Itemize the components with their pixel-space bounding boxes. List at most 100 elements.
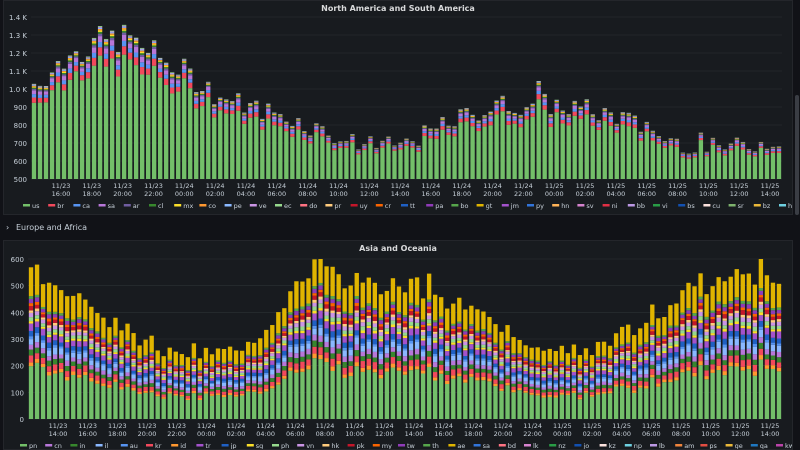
legend-item[interactable]: lk — [524, 442, 539, 449]
legend-item[interactable]: hk — [322, 442, 340, 449]
bar-segment — [167, 373, 172, 377]
x-tick-date: 11/25 — [761, 182, 780, 190]
legend-item[interactable]: pk — [347, 442, 365, 449]
legend-item[interactable]: sa — [98, 202, 115, 210]
legend-item[interactable]: tr — [196, 442, 211, 449]
bar-segment — [481, 365, 486, 369]
page-scrollbar[interactable] — [794, 0, 800, 450]
legend-item[interactable]: my — [372, 442, 392, 449]
legend-item[interactable]: sr — [728, 202, 744, 210]
legend-item[interactable]: cn — [45, 442, 62, 449]
legend-item[interactable]: lb — [650, 442, 665, 449]
bar-segment — [505, 354, 510, 357]
bar-segment — [312, 346, 317, 354]
legend-item[interactable]: co — [199, 202, 216, 210]
legend-item[interactable]: mx — [174, 202, 194, 210]
legend-item[interactable]: il — [95, 442, 109, 449]
bar-segment — [77, 374, 82, 378]
bar-segment — [173, 395, 178, 419]
panel-title-americas[interactable]: North America and South America — [321, 4, 475, 13]
legend-item[interactable]: nz — [549, 442, 566, 449]
legend-item[interactable]: kw — [776, 442, 792, 449]
legend-item[interactable]: qa — [750, 442, 768, 449]
legend-item[interactable]: np — [624, 442, 642, 449]
legend-item[interactable]: in — [70, 442, 85, 449]
legend-item[interactable]: th — [423, 442, 439, 449]
bar-segment — [344, 144, 349, 146]
legend-item[interactable]: cl — [149, 202, 164, 210]
legend-item[interactable]: uy — [350, 202, 368, 210]
legend-item[interactable]: sg — [246, 442, 264, 449]
legend-item[interactable]: ph — [272, 442, 289, 449]
legend-item[interactable]: jo — [574, 442, 589, 449]
bar-segment — [31, 85, 37, 87]
legend-item[interactable]: pa — [426, 202, 443, 210]
bar-segment — [565, 382, 571, 384]
bar-segment — [390, 310, 396, 315]
bar-segment — [499, 359, 504, 362]
legend-item[interactable]: hn — [552, 202, 569, 210]
legend-item[interactable]: ar — [123, 202, 140, 210]
legend-item[interactable]: bo — [451, 202, 469, 210]
panel-title-asia[interactable]: Asia and Oceania — [359, 244, 437, 253]
legend-item[interactable]: bz — [753, 202, 771, 210]
legend-item[interactable]: vn — [297, 442, 314, 449]
legend-item[interactable]: py — [527, 202, 544, 210]
bar-segment — [109, 58, 115, 179]
legend-item[interactable]: kr — [146, 442, 162, 449]
bar-segment — [360, 307, 365, 311]
legend-item[interactable]: ec — [275, 202, 292, 210]
bar-segment — [191, 361, 197, 363]
bar-segment — [506, 114, 511, 116]
legend-item[interactable]: pe — [224, 202, 242, 210]
bar-segment — [302, 133, 307, 135]
bar-segment — [758, 259, 764, 289]
bar-segment — [360, 316, 365, 320]
legend-item[interactable]: ae — [448, 442, 465, 449]
legend-item[interactable]: jp — [221, 442, 237, 449]
bar-segment — [512, 123, 517, 179]
legend-item[interactable]: us — [23, 202, 40, 210]
bar-segment — [182, 72, 187, 79]
legend-item[interactable]: bd — [498, 442, 516, 449]
legend-item[interactable]: ps — [700, 442, 718, 449]
legend-item[interactable]: sa — [473, 442, 490, 449]
legend-item[interactable]: ve — [249, 202, 267, 210]
legend-item[interactable]: ge — [725, 442, 743, 449]
legend-item[interactable]: au — [120, 442, 138, 449]
scrollbar-thumb[interactable] — [795, 95, 799, 215]
legend-item[interactable]: br — [48, 202, 64, 210]
legend-item[interactable]: pr — [325, 202, 342, 210]
bar-segment — [368, 140, 373, 142]
legend-item[interactable]: id — [171, 442, 186, 449]
bar-segment — [342, 320, 347, 325]
legend-item[interactable]: sv — [577, 202, 594, 210]
x-tick-time: 18:00 — [108, 430, 127, 438]
bar-segment — [686, 356, 691, 362]
legend-item[interactable]: do — [300, 202, 317, 210]
legend-item[interactable]: cu — [703, 202, 720, 210]
legend-item[interactable]: ni — [602, 202, 618, 210]
bar-segment — [770, 308, 776, 311]
legend-item[interactable]: kz — [599, 442, 617, 449]
legend-item[interactable]: jm — [501, 202, 519, 210]
legend-item[interactable]: pn — [20, 442, 37, 449]
legend-item[interactable]: gt — [476, 202, 493, 210]
bar-segment — [746, 153, 752, 155]
bar-segment — [266, 111, 271, 115]
legend-item[interactable]: ca — [73, 202, 90, 210]
collapsed-row-europe-africa[interactable]: › Europe and Africa — [3, 220, 793, 236]
legend-item[interactable]: ht — [779, 202, 792, 210]
bar-segment — [650, 368, 655, 375]
bar-segment — [692, 286, 697, 314]
legend-item[interactable]: tw — [398, 442, 416, 449]
legend-item[interactable]: vi — [653, 202, 668, 210]
bar-segment — [215, 377, 221, 381]
legend-item[interactable]: am — [675, 442, 695, 449]
bar-segment — [644, 351, 649, 354]
legend-item[interactable]: bs — [678, 202, 695, 210]
legend-item[interactable]: tt — [401, 202, 416, 210]
bar-segment — [390, 333, 396, 340]
legend-item[interactable]: bb — [627, 202, 645, 210]
legend-item[interactable]: cr — [375, 202, 392, 210]
